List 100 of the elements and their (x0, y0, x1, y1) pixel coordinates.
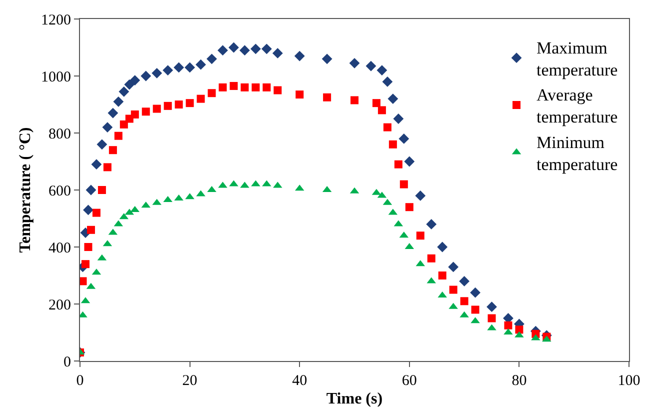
point (416, 232, 424, 240)
point (98, 186, 106, 194)
point (393, 114, 404, 124)
point (322, 54, 332, 64)
point (130, 75, 140, 86)
point (378, 106, 386, 114)
point (113, 96, 124, 107)
point (140, 70, 152, 82)
point (459, 276, 470, 286)
point (323, 93, 332, 102)
y-tick-label: 0 (64, 354, 71, 370)
point (449, 286, 458, 294)
point (86, 226, 95, 234)
point (471, 306, 480, 314)
point (296, 90, 304, 99)
point (486, 302, 497, 312)
point (230, 82, 238, 90)
point (124, 79, 135, 90)
point (488, 314, 496, 322)
point (448, 262, 459, 272)
legend-label: Maximum temperature (536, 38, 618, 80)
x-tick-label: 80 (512, 373, 527, 389)
point (83, 204, 94, 216)
x-axis-title: Time (s) (326, 390, 383, 408)
x-tick-label: 100 (618, 373, 640, 389)
point (80, 277, 87, 286)
point (108, 146, 117, 154)
point (84, 243, 92, 251)
point (262, 83, 271, 92)
point (174, 100, 183, 108)
point (372, 99, 380, 108)
point (152, 104, 161, 113)
legend-label: Minimum temperature (536, 132, 618, 174)
point (250, 44, 261, 54)
point (206, 54, 217, 64)
point (350, 96, 358, 104)
point (196, 94, 205, 103)
point (438, 272, 446, 280)
point (208, 89, 216, 98)
point (96, 139, 108, 150)
point (515, 326, 524, 334)
point (427, 254, 436, 262)
point (142, 108, 150, 116)
x-tick-label: 20 (182, 373, 198, 389)
point (366, 60, 376, 72)
point (118, 86, 130, 97)
point (349, 58, 360, 68)
point (261, 44, 272, 54)
point (228, 42, 239, 53)
point (272, 48, 283, 58)
y-tick-label: 600 (48, 183, 71, 200)
point (388, 140, 397, 148)
point (294, 50, 305, 62)
point (186, 99, 194, 108)
point (164, 102, 172, 110)
point (103, 163, 112, 172)
point (240, 45, 250, 56)
point (240, 83, 249, 92)
point (218, 45, 228, 56)
point (405, 203, 414, 212)
point (114, 132, 122, 140)
point (152, 68, 162, 78)
point (252, 83, 260, 92)
point (130, 110, 139, 118)
point (504, 321, 512, 330)
y-tick-label: 800 (48, 126, 71, 142)
point (388, 94, 398, 104)
point (274, 86, 282, 94)
legend-label: Average temperature (536, 86, 618, 127)
point (383, 123, 392, 132)
point (376, 65, 388, 76)
point (437, 242, 448, 252)
point (91, 159, 102, 170)
point (81, 260, 90, 268)
point (398, 134, 410, 144)
point (196, 59, 206, 70)
x-tick-label: 40 (292, 373, 308, 389)
point (102, 122, 113, 132)
y-tick-label: 1200 (41, 12, 71, 28)
y-tick-label: 400 (48, 240, 71, 256)
point (174, 62, 184, 73)
point (394, 160, 402, 168)
y-tick-label: 1000 (41, 69, 71, 86)
point (415, 190, 426, 201)
point (120, 120, 128, 128)
point (404, 156, 415, 167)
point (86, 184, 96, 196)
point (218, 83, 227, 92)
x-tick-label: 0 (76, 373, 84, 389)
x-tick-label: 60 (402, 373, 417, 389)
point (184, 62, 195, 73)
point (162, 65, 174, 76)
y-axis-title: Temperature ( °C) (16, 127, 34, 253)
y-tick-label: 200 (48, 297, 71, 314)
point (92, 208, 100, 217)
point (470, 287, 480, 298)
point (400, 180, 408, 188)
point (460, 297, 468, 306)
point (426, 219, 437, 230)
point (108, 108, 118, 118)
